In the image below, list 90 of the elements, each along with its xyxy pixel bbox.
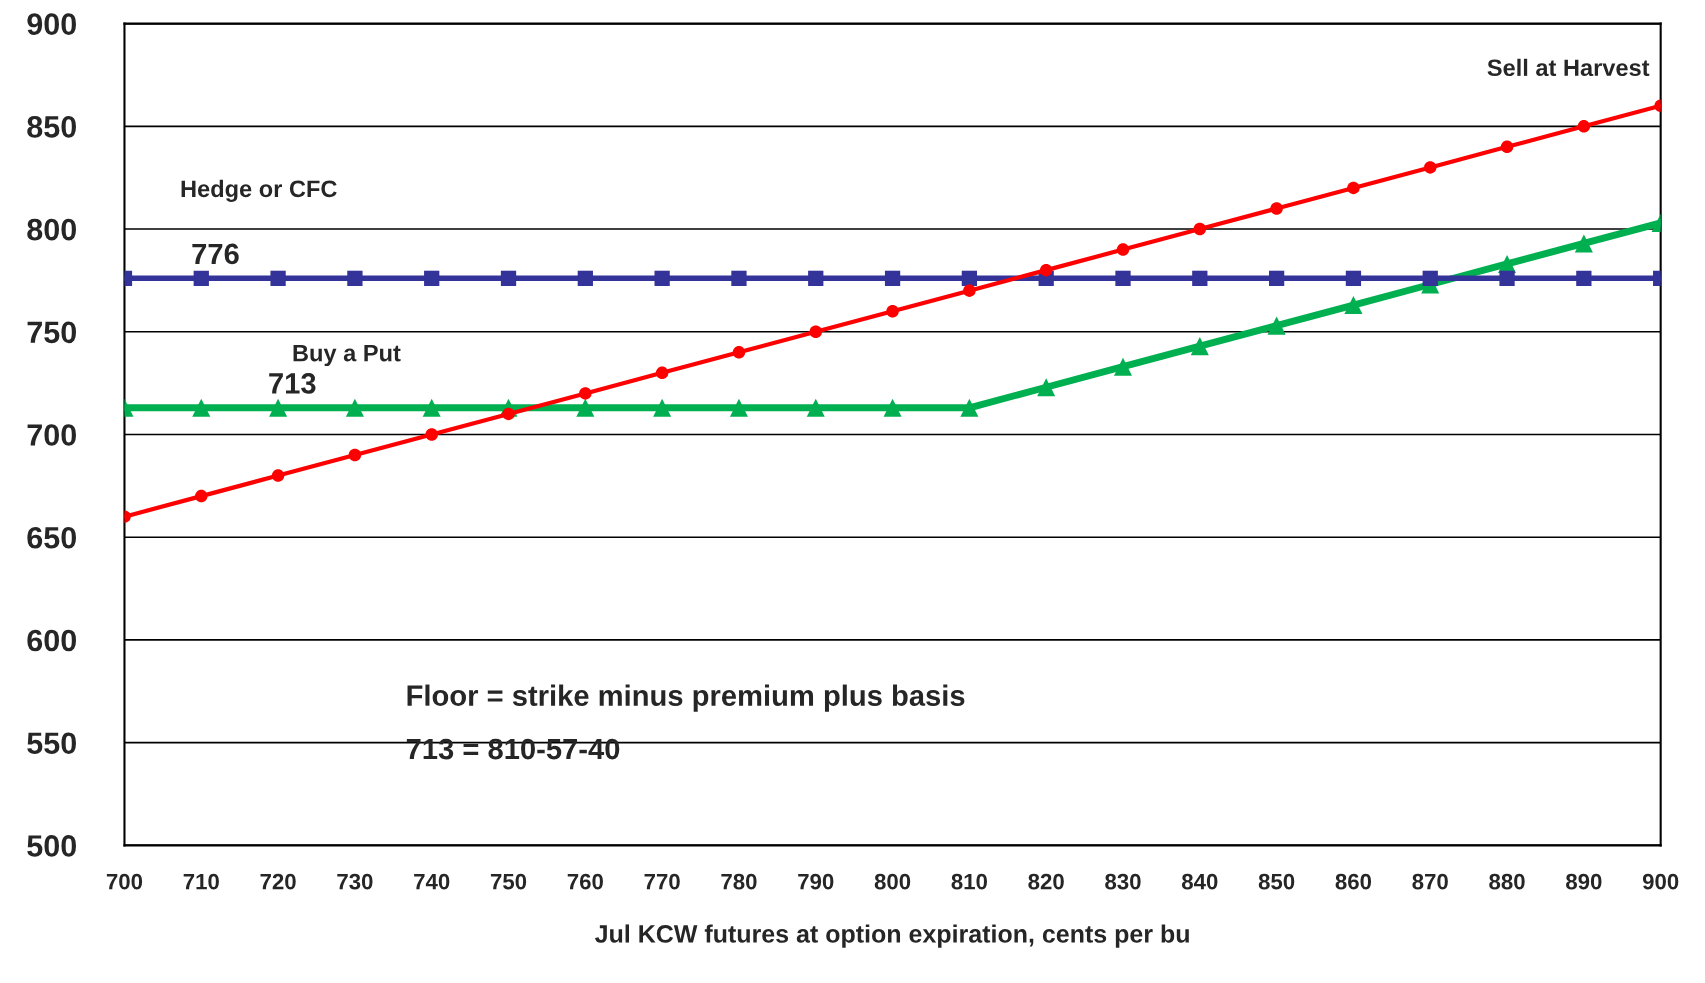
series-label: Buy a Put [293, 344, 401, 367]
x-tick-label: 860 [1335, 873, 1372, 890]
point [1423, 161, 1437, 174]
x-tick-label: 700 [106, 873, 143, 890]
point [1268, 270, 1285, 286]
text: Hedge or CFC [181, 179, 337, 202]
x-axis-title: Jul KCW futures at option expiration, cents per bu [595, 924, 1189, 948]
x-tick-label: 780 [721, 873, 757, 890]
y-tick-label: 850 [27, 116, 76, 138]
point [1267, 316, 1286, 335]
annotation: 713 = 810-57-40 [406, 738, 620, 760]
x-tick-label: 730 [337, 873, 373, 890]
point [1422, 270, 1438, 286]
point [731, 270, 747, 286]
x-tick-label: 710 [183, 873, 219, 890]
point [1039, 263, 1053, 277]
x-tick-label: 820 [1028, 873, 1064, 890]
point [1499, 270, 1515, 286]
x-tick-label: 810 [951, 873, 988, 890]
x-tick-label: 850 [1258, 873, 1295, 890]
point [1344, 296, 1363, 315]
point [192, 398, 211, 417]
point [1345, 270, 1362, 286]
annotation: 776 [192, 243, 239, 265]
y-tick-label: 550 [27, 732, 76, 755]
point [654, 270, 670, 286]
point [1113, 357, 1133, 376]
point [961, 270, 978, 286]
y-tick-label: 600 [27, 629, 76, 652]
point [500, 270, 517, 286]
y-tick-label: 750 [27, 321, 76, 344]
point [729, 398, 748, 417]
annotation: 713 [269, 373, 316, 394]
x-tick-label: 720 [260, 873, 296, 890]
y-tick-label: 500 [27, 835, 76, 857]
x-tick-label: 900 [1642, 873, 1679, 890]
point [577, 270, 593, 286]
x-tick-label: 830 [1105, 873, 1141, 890]
point [886, 304, 899, 318]
point [424, 270, 440, 286]
point [732, 346, 746, 359]
point [270, 270, 286, 286]
point [1037, 378, 1056, 397]
x-tick-label: 880 [1489, 873, 1525, 890]
point [1193, 222, 1207, 236]
point [1270, 202, 1283, 215]
point [345, 398, 364, 417]
annotation: Floor = strike minus premium plus basis [407, 684, 965, 712]
y-tick-label: 800 [27, 218, 76, 241]
series-label: Sell at Harvest [1487, 58, 1650, 77]
point [425, 428, 438, 441]
point [884, 270, 901, 286]
point [808, 270, 824, 286]
point [269, 398, 288, 417]
point [809, 325, 823, 339]
point [1116, 243, 1130, 256]
point [963, 284, 976, 297]
point [195, 489, 208, 503]
point [1577, 120, 1591, 133]
x-tick-label: 840 [1181, 873, 1218, 890]
x-tick-label: 760 [567, 873, 603, 890]
point [1115, 270, 1131, 286]
x-tick-label: 740 [414, 873, 450, 890]
point [579, 387, 592, 400]
x-tick-label: 770 [644, 873, 680, 890]
y-tick-label: 900 [27, 13, 76, 35]
y-tick-label: 700 [27, 424, 76, 446]
point [1190, 337, 1209, 356]
point [1576, 270, 1592, 286]
point [655, 366, 669, 380]
point [653, 398, 672, 417]
point [1500, 140, 1514, 154]
x-tick-label: 800 [874, 873, 911, 890]
point [960, 398, 979, 417]
y-tick-label: 650 [27, 526, 76, 549]
point [422, 398, 441, 417]
point [347, 270, 363, 286]
point [1574, 234, 1593, 253]
x-tick-label: 890 [1566, 873, 1602, 890]
point [1347, 181, 1360, 195]
point [193, 270, 209, 286]
point [883, 398, 902, 417]
point [576, 398, 595, 417]
point [271, 469, 285, 482]
x-tick-label: 750 [490, 873, 527, 890]
point [348, 448, 362, 462]
point [806, 398, 825, 417]
point [1192, 270, 1208, 286]
x-tick-label: 870 [1412, 873, 1448, 890]
x-tick-label: 790 [798, 873, 834, 890]
